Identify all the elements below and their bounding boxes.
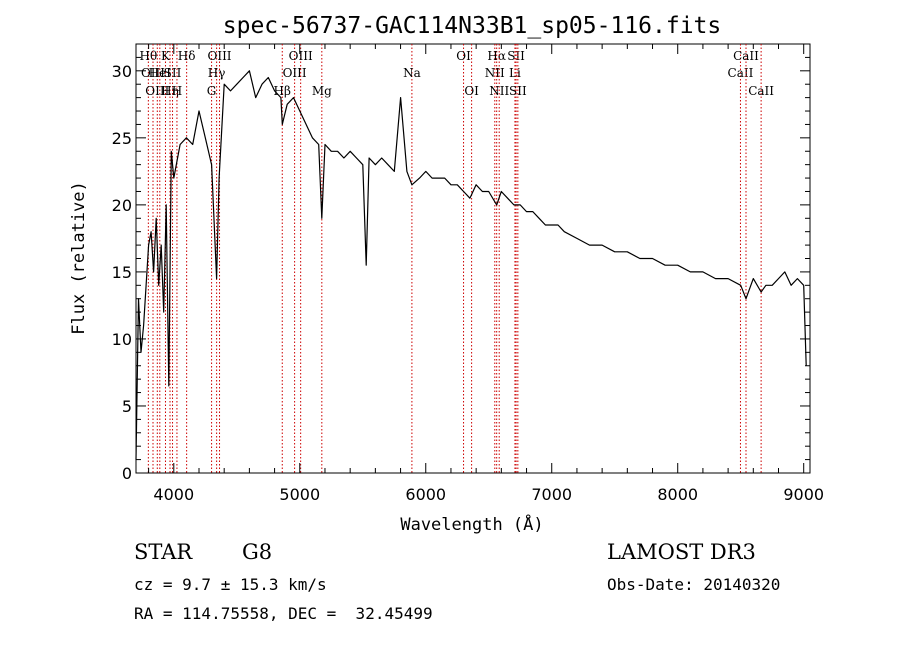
line-marker-label-27: CaII <box>748 84 774 98</box>
y-axis-label: Flux (relative) <box>69 181 89 335</box>
line-marker-label-2: OIII <box>145 84 169 98</box>
y-tick-label-5: 25 <box>112 129 132 148</box>
x-tick-label-5: 9000 <box>783 485 824 504</box>
line-marker-label-23: SII <box>507 49 525 63</box>
line-marker-label-13: OIII <box>283 66 307 80</box>
line-marker-label-6: SII <box>164 66 182 80</box>
line-marker-label-19: NII <box>485 66 505 80</box>
line-marker-label-20: Hα <box>487 49 506 63</box>
y-axis: 0 5 10 15 20 25 30 <box>112 43 810 483</box>
y-tick-label-6: 30 <box>112 62 132 81</box>
line-marker-label-15: Mg <box>312 84 332 98</box>
line-marker-label-21: NII <box>489 84 509 98</box>
line-marker-label-26: CaII <box>733 49 759 63</box>
line-marker-label-16: Na <box>403 66 421 80</box>
line-marker-label-8: Hδ <box>178 49 196 63</box>
line-marker-label-7: H <box>172 84 182 98</box>
spectrum-line-0 <box>135 70 807 460</box>
y-tick-label-4: 20 <box>112 196 132 215</box>
line-marker-label-11: OIII <box>207 49 231 63</box>
line-marker-label-22: Li <box>509 66 521 80</box>
redshift-readout: cz = 9.7 ± 15.3 km/s <box>134 575 327 594</box>
line-marker-label-0: Hθ <box>139 49 157 63</box>
line-marker-label-4: K <box>161 49 171 63</box>
x-tick-label-3: 7000 <box>531 485 572 504</box>
line-marker-layer: HθOIIIOIIIHeIKHηSIIHHδGHγOIIIHβOIIIOIIIM… <box>139 44 774 473</box>
chart-title: spec-56737-GAC114N33B1_sp05-116.fits <box>223 13 722 39</box>
x-axis-label: Wavelength (Å) <box>400 513 543 535</box>
x-tick-label-2: 6000 <box>405 485 446 504</box>
subclass-label: G8 <box>242 540 273 564</box>
line-marker-label-12: Hβ <box>274 84 291 98</box>
y-tick-label-3: 15 <box>112 263 132 282</box>
obs-date-readout: Obs-Date: 20140320 <box>607 575 781 594</box>
line-marker-label-5: Hη <box>161 84 179 98</box>
survey-label: LAMOST DR3 <box>607 540 756 564</box>
line-marker-label-14: OIII <box>289 49 313 63</box>
line-marker-label-25: CaII <box>728 66 754 80</box>
line-marker-label-17: OI <box>456 49 471 63</box>
plot-frame <box>135 43 811 474</box>
spectrum-layer <box>135 70 807 460</box>
line-marker-label-1: OIII <box>141 66 165 80</box>
class-label: STAR <box>134 540 193 564</box>
line-marker-label-18: OI <box>464 84 479 98</box>
x-tick-label-4: 8000 <box>657 485 698 504</box>
y-tick-label-0: 0 <box>122 464 132 483</box>
line-marker-label-9: G <box>207 84 217 98</box>
line-marker-label-24: SII <box>509 84 527 98</box>
line-marker-label-10: Hγ <box>208 66 226 80</box>
x-tick-label-0: 4000 <box>153 485 194 504</box>
x-axis: 4000 5000 6000 7000 8000 9000 <box>148 44 824 504</box>
coordinates-readout: RA = 114.75558, DEC = 32.45499 <box>134 604 433 623</box>
x-tick-label-1: 5000 <box>279 485 320 504</box>
y-tick-label-2: 10 <box>112 330 132 349</box>
y-tick-label-1: 5 <box>122 397 132 416</box>
